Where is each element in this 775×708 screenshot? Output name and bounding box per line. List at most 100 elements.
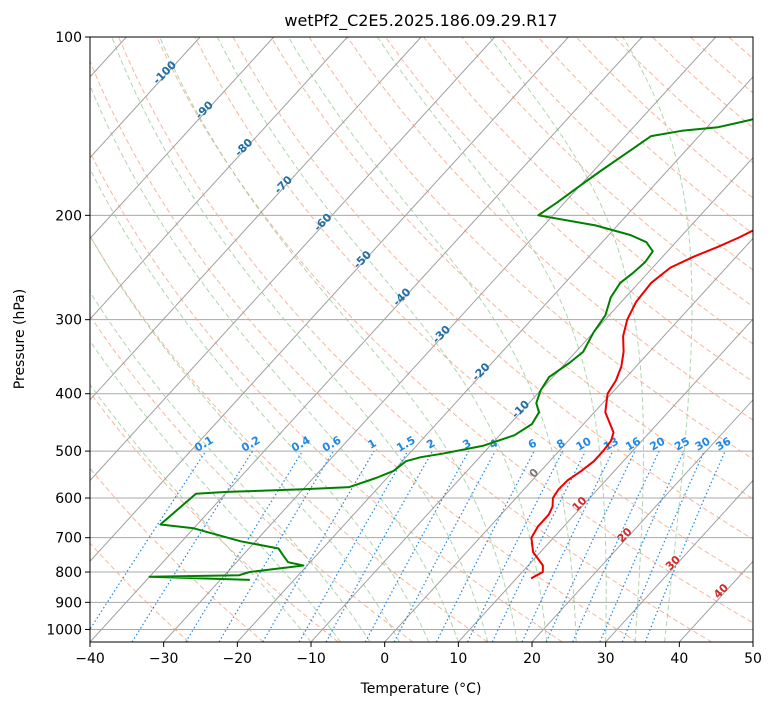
isotherm-line [457, 318, 753, 642]
x-tick-label: 10 [449, 651, 467, 667]
mixing-ratio-line [325, 450, 434, 642]
mixing-ratio-lines [90, 450, 726, 642]
dry-adiabat-label: -80 [232, 136, 255, 159]
isotherm-line [90, 37, 348, 320]
dry-adiabat-line [90, 60, 638, 642]
x-axis-label: Temperature (°C) [360, 681, 482, 697]
dry-adiabat-line [613, 37, 753, 164]
isotherm-line [678, 560, 753, 642]
y-tick-label: 900 [55, 595, 82, 611]
x-tick-label: −40 [75, 651, 105, 667]
moist-adiabat-line [376, 37, 607, 642]
dry-adiabat-label: -90 [193, 98, 216, 121]
isotherm-line [384, 237, 753, 642]
y-tick-label: 300 [55, 313, 82, 329]
dry-adiabat-label: -20 [469, 360, 492, 383]
isotherm-line [605, 479, 753, 642]
isotherm-line [752, 641, 753, 642]
isotherm-line [163, 37, 717, 642]
mixing-ratio-line [572, 450, 660, 642]
moist-adiabat-line [622, 37, 693, 642]
chart-title: wetPf2_C2E5.2025.186.09.29.R17 [284, 11, 557, 31]
mixing-ratio-line [218, 450, 334, 642]
isotherm-line [90, 37, 496, 482]
moist-adiabat-line [216, 37, 548, 642]
isotherm-line [90, 37, 422, 401]
dry-adiabat-line [90, 314, 414, 642]
moist-adiabat-line [90, 167, 430, 642]
y-tick-label: 700 [55, 531, 82, 547]
dry-adiabat-line [537, 37, 753, 235]
moist-adiabat-label: 10 [570, 494, 590, 514]
dry-adiabat-line [90, 542, 190, 642]
moist-adiabat-line [159, 37, 518, 642]
moist-adiabat-line [111, 37, 489, 642]
profile-series [148, 117, 753, 581]
dry-adiabat-line [90, 391, 339, 642]
moist-adiabat-line [90, 291, 371, 642]
isotherm-line [310, 156, 753, 642]
x-tick-label: 40 [670, 651, 688, 667]
y-tick-label: 400 [55, 387, 82, 403]
x-tick-label: −30 [149, 651, 179, 667]
temperature-line [530, 229, 753, 580]
dry-adiabats [90, 37, 753, 642]
dry-adiabat-label: -40 [390, 285, 413, 308]
isobar-gridlines [90, 37, 753, 630]
moist-adiabat-line [90, 234, 400, 642]
moist-adiabat-label: 40 [711, 581, 731, 601]
plot-frame [89, 36, 754, 643]
mixing-ratio-line [90, 450, 207, 631]
y-tick-label: 600 [55, 491, 82, 507]
dry-adiabat-line [461, 37, 753, 308]
dry-adiabat-line [423, 37, 753, 345]
moist-adiabat-line [90, 84, 459, 642]
y-axis-ticks: 100 200 300 400 500 600 700 800 900 1000 [46, 30, 90, 638]
dry-adiabat-line [90, 151, 563, 642]
dry-adiabat-line [270, 37, 753, 500]
dry-adiabat-label: -50 [351, 248, 374, 271]
x-tick-label: 20 [523, 651, 541, 667]
plot-area: 0.1 0.2 0.4 0.6 1 1.5 2 3 4 6 8 10 13 16 20 25 30 36-100-… [90, 37, 753, 642]
mixing-ratio-line [185, 450, 304, 642]
x-tick-label: 0 [380, 651, 389, 667]
dry-adiabat-label: -30 [430, 323, 453, 346]
isotherm-line [90, 37, 275, 240]
x-tick-label: −10 [296, 651, 326, 667]
moist-adiabat-line [489, 37, 644, 642]
x-tick-label: 50 [744, 651, 762, 667]
mixing-ratio-line [466, 450, 564, 642]
moist-adiabat-line [90, 340, 341, 642]
dry-adiabat-label: -10 [509, 397, 532, 420]
y-tick-label: 100 [55, 30, 82, 46]
mixing-ratio-line [131, 450, 254, 642]
mixing-ratio-line [621, 450, 705, 642]
x-tick-label: 30 [597, 651, 615, 667]
y-axis-label: Pressure (hPa) [12, 289, 28, 389]
dry-adiabat-line [728, 37, 753, 60]
moist-adiabats [90, 37, 693, 642]
mixing-ratio-line [644, 450, 726, 642]
dry-adiabat-line [308, 37, 753, 460]
x-tick-label: −20 [223, 651, 253, 667]
dry-adiabat-label: -100 [150, 58, 179, 87]
mixing-ratio-label: 6 [526, 436, 539, 451]
x-axis-ticks: −40 −30 −20 −10 0 10 20 30 40 50 [75, 642, 762, 667]
y-tick-label: 800 [55, 565, 82, 581]
y-tick-label: 500 [55, 444, 82, 460]
y-tick-label: 200 [55, 208, 82, 224]
mixing-ratio-line [491, 450, 586, 642]
dewpoint-line [148, 117, 753, 581]
isotherm-line [531, 399, 753, 642]
mixing-ratio-line [545, 450, 636, 642]
isotherm-gridlines [90, 37, 753, 642]
isotherm-line [90, 37, 643, 642]
y-tick-label: 1000 [46, 622, 82, 638]
isotherm-line [236, 76, 753, 642]
dry-adiabat-line [385, 37, 753, 383]
dry-adiabat-label: -70 [272, 173, 295, 196]
moist-adiabat-label: 20 [615, 525, 635, 545]
dry-adiabat-line [118, 37, 712, 642]
isotherm-line [90, 37, 569, 563]
